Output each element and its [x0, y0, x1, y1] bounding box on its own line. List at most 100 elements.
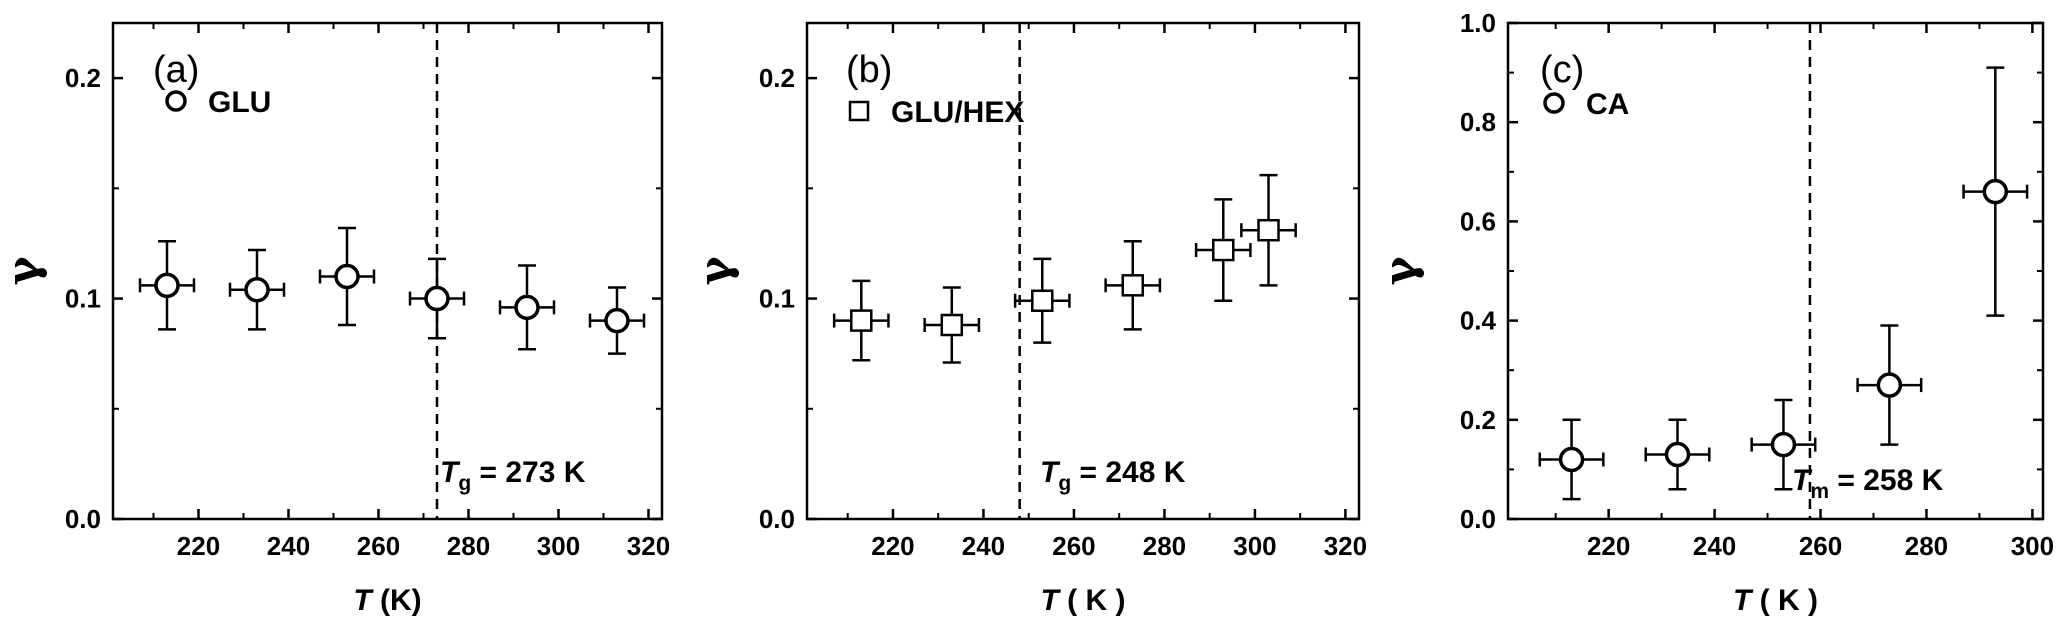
y-tick-label: 0.2	[1460, 405, 1496, 435]
y-tick-label: 0.6	[1460, 206, 1496, 236]
panel-3: 220 240 260 280 300 0.0 0.2 0.4 0.6 0.8 1.0 (c)CA Tm…	[1375, 8, 2054, 617]
marker-square	[1121, 274, 1145, 297]
x-tick-label: 220	[1587, 531, 1630, 561]
x-tick-label: 320	[627, 531, 670, 561]
x-axis-label: T ( K )	[1733, 584, 1818, 617]
y-axis-label: γ	[690, 256, 741, 286]
x-tick-label: 220	[177, 531, 220, 561]
y-tick-label: 0.0	[65, 504, 101, 534]
x-axis-unit: ( K )	[1059, 584, 1126, 617]
annotation-subscript: g	[1058, 472, 1071, 495]
x-tick-label: 300	[1233, 531, 1276, 561]
legend-marker-circle	[1543, 92, 1565, 114]
marker-square	[940, 313, 964, 337]
data-point	[228, 248, 286, 331]
x-tick-label: 260	[1052, 531, 1095, 561]
marker-circle	[1664, 441, 1691, 468]
data-point	[1750, 398, 1817, 491]
annotation-subscript: m	[1810, 480, 1829, 503]
x-tick-label: 240	[267, 531, 310, 561]
x-tick-label: 220	[871, 531, 914, 561]
legend-label: GLU/HEX	[891, 96, 1024, 129]
x-tick-label: 260	[1799, 531, 1842, 561]
data-point	[588, 286, 646, 355]
x-axis-var: T	[1733, 584, 1754, 617]
y-tick-label: 0.0	[759, 504, 795, 534]
marker-circle	[424, 285, 450, 312]
y-tick-label: 0.4	[1460, 306, 1497, 336]
data-point	[832, 279, 890, 362]
x-axis-label: T ( K )	[1041, 584, 1126, 617]
data-point	[138, 239, 196, 331]
y-tick-label: 0.0	[1460, 504, 1496, 534]
data-point	[1013, 257, 1071, 344]
transition-annotation: Tg = 248 K	[1040, 456, 1186, 495]
x-axis-var: T	[353, 584, 374, 617]
x-axis-var: T	[1041, 584, 1062, 617]
plot-frame	[805, 21, 1361, 521]
x-tick-label: 280	[1905, 531, 1948, 561]
marker-circle	[334, 263, 360, 290]
y-axis-label: γ	[1375, 256, 1426, 286]
panel-2: 220 240 260 280 300 320 0.0 0.1 0.2 (b) GLU/HEX Tg …	[690, 21, 1367, 617]
x-tick-label: 300	[2011, 531, 2054, 561]
marker-circle	[1558, 446, 1585, 473]
marker-circle	[1982, 178, 2009, 205]
panel-label: (a)	[153, 49, 199, 91]
data-point	[1538, 418, 1605, 501]
data-point	[1962, 66, 2029, 317]
x-axis-unit: (K)	[372, 584, 422, 617]
marker-circle	[154, 272, 180, 299]
panel-1: 220 240 260 280 300 320 0.0 0.1 0.2 (a) GLU Tg = 27…	[0, 21, 670, 617]
y-tick-label: 0.2	[759, 63, 795, 93]
y-tick-label: 1.0	[1460, 8, 1496, 38]
transition-annotation: Tm = 258 K	[1792, 464, 1944, 503]
marker-circle	[1770, 431, 1797, 458]
y-tick-label: 0.1	[759, 284, 795, 314]
marker-circle	[514, 294, 540, 321]
marker-square	[1031, 289, 1054, 313]
data-point	[1104, 239, 1162, 331]
x-tick-label: 280	[447, 531, 490, 561]
data-point	[923, 286, 981, 364]
annotation-value: = 258 K	[1829, 464, 1944, 497]
annotation-var: T	[1040, 456, 1061, 489]
x-tick-label: 280	[1143, 531, 1186, 561]
legend-marker-square	[848, 100, 870, 122]
panel-label: (c)	[1540, 49, 1584, 91]
data-point	[498, 264, 556, 351]
x-tick-label: 300	[537, 531, 580, 561]
legend-label: GLU	[208, 86, 271, 119]
y-axis-label: γ	[0, 256, 49, 286]
marker-square	[1212, 238, 1235, 262]
y-tick-label: 0.8	[1460, 107, 1496, 137]
data-point	[1240, 173, 1297, 287]
y-tick-label: 0.1	[65, 284, 101, 314]
x-tick-label: 260	[357, 531, 400, 561]
data-point	[1856, 324, 1923, 446]
marker-square	[850, 309, 873, 332]
data-point	[408, 257, 466, 340]
marker-circle	[1876, 372, 1903, 398]
data-point	[1194, 198, 1252, 303]
x-axis-label: T (K)	[353, 584, 421, 617]
x-axis-unit: ( K )	[1751, 584, 1818, 617]
annotation-value: = 273 K	[471, 456, 586, 489]
panel-label: (b)	[846, 49, 892, 91]
marker-circle	[604, 307, 630, 334]
x-tick-label: 240	[1693, 531, 1736, 561]
annotation-value: = 248 K	[1071, 456, 1186, 489]
legend-marker-circle	[165, 90, 187, 112]
transition-annotation: Tg = 273 K	[440, 456, 586, 495]
annotation-subscript: g	[458, 472, 471, 495]
annotation-var: T	[440, 456, 461, 489]
plot-frame	[111, 21, 664, 521]
x-tick-label: 240	[962, 531, 1005, 561]
data-point	[1644, 418, 1711, 491]
y-tick-label: 0.2	[65, 63, 101, 93]
x-tick-label: 320	[1324, 531, 1367, 561]
marker-circle	[244, 276, 270, 303]
annotation-var: T	[1792, 464, 1813, 497]
data-point	[318, 226, 376, 327]
